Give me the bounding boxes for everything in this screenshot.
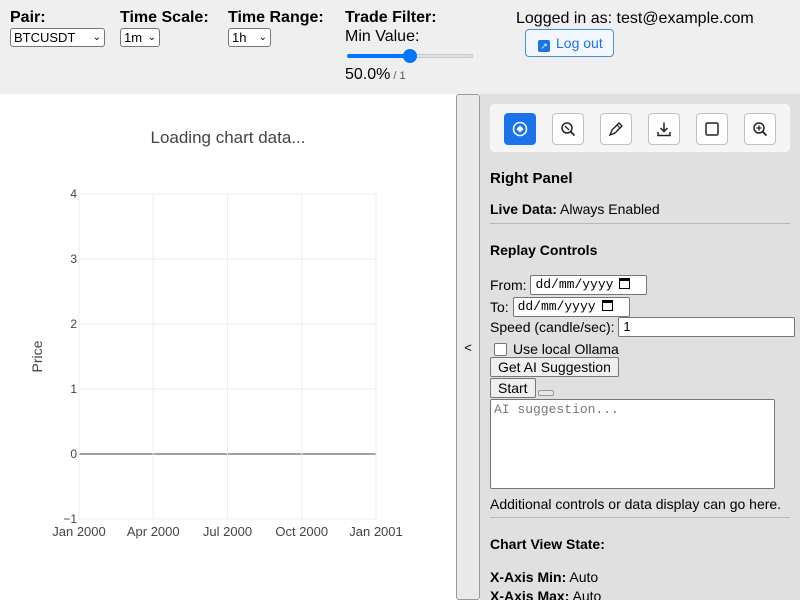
download-icon [657, 122, 671, 137]
live-data-row: Live Data: Always Enabled [490, 201, 660, 217]
top-control-bar: Pair: BTCUSDT ⌄ Time Scale: 1m ⌄ Time Ra… [0, 0, 800, 94]
live-data-value: Always Enabled [560, 201, 660, 217]
pair-value: BTCUSDT [14, 30, 76, 45]
draw-icon [608, 122, 623, 137]
x-tick-label: Jul 2000 [203, 524, 252, 539]
x-min-value: Auto [569, 569, 599, 585]
calendar-icon [619, 278, 631, 289]
pair-label: Pair: [10, 9, 46, 26]
divider [490, 223, 790, 224]
logout-icon: ↗ [538, 40, 550, 52]
from-date-input[interactable]: dd/mm/yyyy [530, 275, 648, 295]
from-row: From: dd/mm/yyyy [490, 275, 648, 295]
pair-control: Pair: BTCUSDT ⌄ [10, 8, 105, 47]
chart-toolbar [490, 104, 790, 152]
speed-input[interactable]: 1 [618, 317, 796, 337]
draw-button[interactable] [600, 113, 632, 145]
price-chart[interactable]: −1 0 1 2 3 4 Jan 2000 Apr 2000 Jul 2000 Oct 2000 J… [0, 94, 456, 600]
time-range-select[interactable]: 1h ⌄ [228, 28, 271, 47]
time-range-control: Time Range: 1h ⌄ [228, 8, 324, 47]
from-date-placeholder: dd/mm/yyyy [535, 277, 614, 292]
select-box-icon [705, 122, 719, 136]
time-scale-select[interactable]: 1m ⌄ [120, 28, 160, 47]
calendar-icon [601, 300, 613, 311]
from-label: From: [490, 277, 527, 293]
chart-area[interactable]: Loading chart data... −1 0 1 2 3 4 Jan 2000 Apr… [0, 94, 456, 600]
min-value-slider[interactable] [345, 49, 475, 63]
chevron-down-icon: ⌄ [258, 32, 267, 43]
ollama-row: Use local Ollama [490, 339, 619, 359]
pan-button[interactable] [504, 113, 536, 145]
slider-thumb[interactable] [403, 49, 417, 63]
panel-title: Right Panel [490, 170, 573, 187]
y-tick-label: 1 [70, 382, 77, 396]
ollama-checkbox[interactable] [494, 343, 507, 356]
pair-select[interactable]: BTCUSDT ⌄ [10, 28, 105, 47]
min-value-readout: 50.0%/ 1 [345, 66, 406, 84]
zoom-select-icon [561, 122, 576, 137]
view-state-heading: Chart View State: [490, 536, 605, 552]
x-tick-label: Oct 2000 [275, 524, 328, 539]
x-tick-label: Jan 2000 [52, 524, 106, 539]
y-tick-label: 2 [70, 317, 77, 331]
panel-toggle-button[interactable]: < [456, 94, 480, 600]
chevron-down-icon: ⌄ [92, 32, 101, 43]
replay-heading: Replay Controls [490, 242, 598, 258]
time-scale-value: 1m [124, 30, 143, 45]
ollama-label: Use local Ollama [513, 341, 619, 357]
y-tick-label: 0 [70, 447, 77, 461]
zoom-reset-button[interactable] [744, 113, 776, 145]
min-value-percent: 50.0% [345, 66, 391, 83]
select-box-button[interactable] [696, 113, 728, 145]
time-range-label: Time Range: [228, 9, 324, 26]
logout-button[interactable]: ↗ Log out [525, 29, 614, 57]
chart-title: Loading chart data... [150, 128, 306, 147]
x-max-value: Auto [572, 588, 602, 600]
chevron-down-icon: ⌄ [147, 32, 156, 43]
zoom-select-button[interactable] [552, 113, 584, 145]
to-label: To: [490, 299, 509, 315]
speed-label: Speed (candle/sec): [490, 319, 615, 335]
trade-filter-label: Trade Filter: [345, 9, 437, 26]
trade-filter-control: Trade Filter: Min Value: [345, 8, 437, 46]
ai-suggestion-textarea[interactable]: AI suggestion... [490, 399, 775, 489]
live-data-label: Live Data: [490, 201, 557, 217]
time-scale-control: Time Scale: 1m ⌄ [120, 8, 209, 47]
divider [490, 517, 790, 518]
download-button[interactable] [648, 113, 680, 145]
time-scale-label: Time Scale: [120, 9, 209, 26]
logout-label: Log out [556, 35, 603, 51]
zoom-reset-icon [753, 122, 768, 137]
speed-row: Speed (candle/sec): 1 [490, 317, 796, 337]
min-value-label: Min Value: [345, 28, 420, 45]
time-range-value: 1h [232, 30, 247, 45]
right-panel: Right Panel Live Data: Always Enabled Re… [480, 94, 800, 600]
y-tick-label: −1 [63, 512, 77, 526]
logged-in-text: Logged in as: test@example.com [516, 10, 754, 27]
y-tick-label: 4 [70, 187, 77, 201]
ai-suggestion-button[interactable]: Get AI Suggestion [490, 357, 619, 377]
to-date-input[interactable]: dd/mm/yyyy [512, 297, 630, 317]
stop-button[interactable] [538, 390, 554, 396]
x-max-label: X-Axis Max: [490, 588, 570, 600]
x-min-row: X-Axis Min: Auto [490, 569, 598, 585]
start-button[interactable]: Start [490, 378, 536, 398]
x-min-label: X-Axis Min: [490, 569, 567, 585]
to-row: To: dd/mm/yyyy [490, 297, 630, 317]
slider-fill [347, 54, 410, 58]
pan-icon [512, 121, 528, 137]
additional-text: Additional controls or data display can … [490, 496, 782, 512]
x-tick-label: Apr 2000 [127, 524, 180, 539]
y-axis-label: Price [29, 340, 45, 372]
x-tick-label: Jan 2001 [349, 524, 403, 539]
to-date-placeholder: dd/mm/yyyy [517, 299, 596, 314]
y-tick-label: 3 [70, 252, 77, 266]
min-value-max: / 1 [393, 70, 406, 82]
x-max-row: X-Axis Max: Auto [490, 588, 601, 600]
